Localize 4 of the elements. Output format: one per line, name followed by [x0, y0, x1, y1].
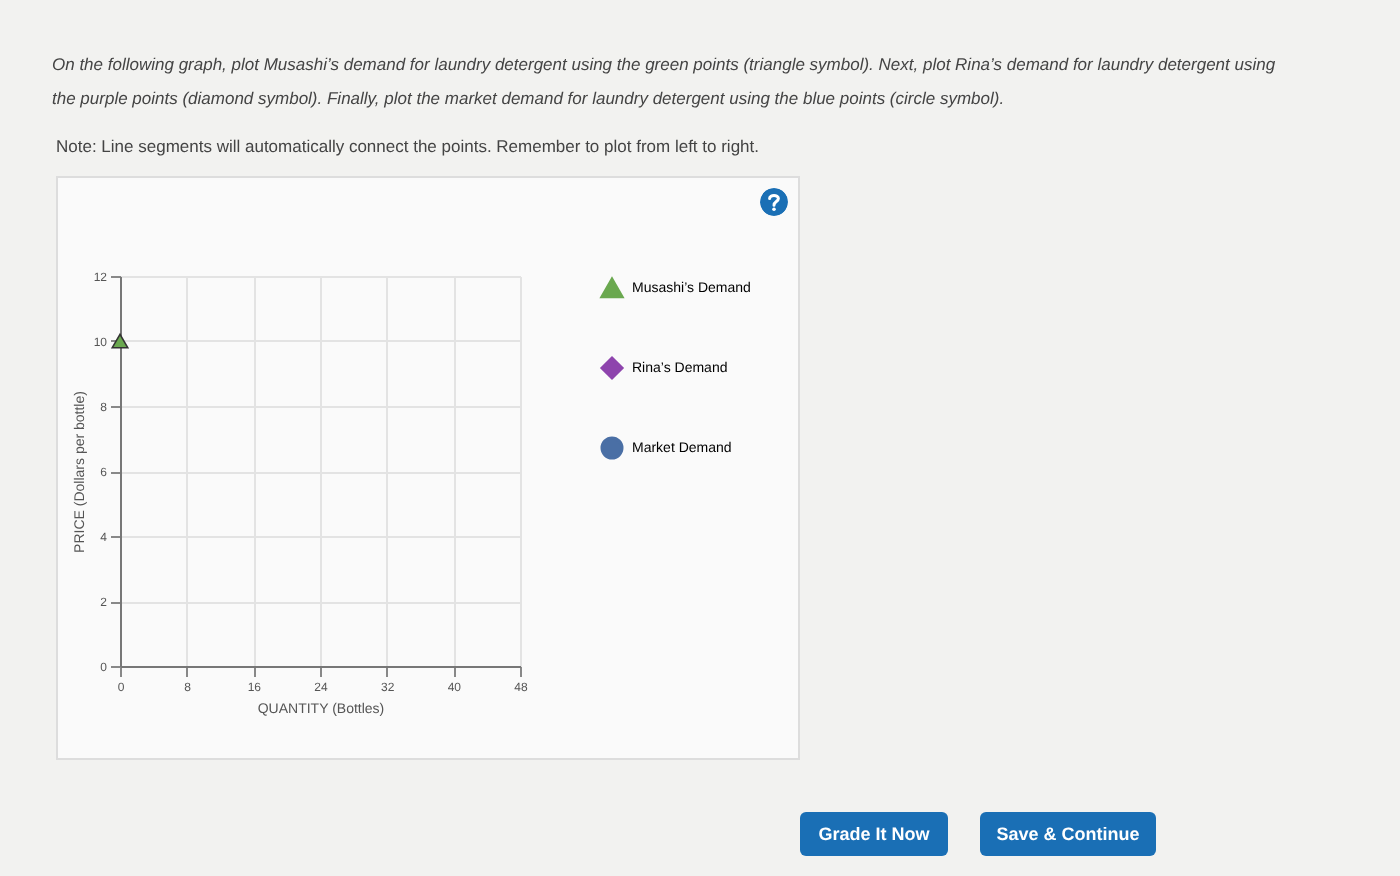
text: Save & Continue	[980, 812, 1156, 856]
text: Note: Line segments will automatically connect the points. Remember to plot from left to right.	[56, 136, 759, 156]
text: On the following graph, plot Musashi’s demand for laundry detergent using the green points (triangle symbol). Next, plot Rina’s demand for laundry detergent using the purple points (diamond symbol). Finally, plot the market demand for laundry detergent using the blue points (circle symbol).	[52, 52, 1278, 112]
text: Grade It Now	[800, 812, 948, 856]
